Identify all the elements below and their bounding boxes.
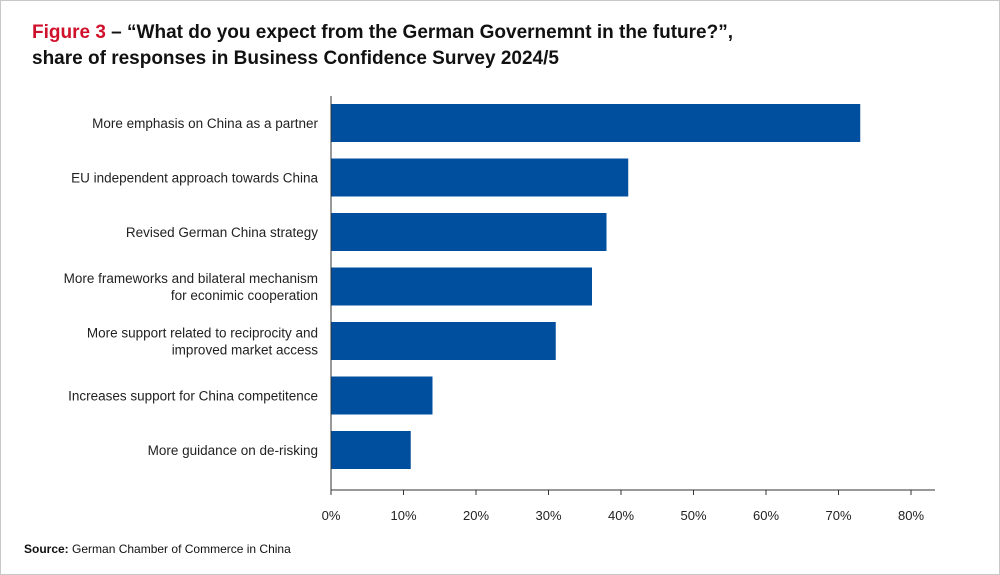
category-label: More support related to reciprocity and (87, 326, 318, 341)
category-label: More guidance on de-risking (148, 443, 318, 458)
category-label: Revised German China strategy (126, 225, 318, 240)
bar-5 (331, 322, 556, 360)
category-label: improved market access (172, 343, 319, 358)
x-tick-label: 0% (322, 508, 341, 523)
bar-4 (331, 267, 592, 306)
x-tick-label: 40% (608, 508, 634, 523)
source-text: German Chamber of Commerce in China (68, 542, 291, 556)
category-label: Increases support for China competitence (68, 389, 318, 404)
category-label: EU independent approach towards China (71, 171, 318, 186)
bar-3 (331, 213, 607, 251)
source-label: Source: (24, 542, 69, 556)
x-tick-label: 30% (535, 508, 561, 523)
figure-title: Figure 3 – “What do you expect from the … (32, 20, 733, 46)
bar-1 (331, 104, 861, 142)
figure-title-text: – “What do you expect from the German Go… (105, 22, 733, 43)
x-tick-label: 50% (680, 508, 706, 523)
source-note: Source: German Chamber of Commerce in Ch… (24, 542, 291, 556)
x-tick-label: 80% (898, 508, 924, 523)
bar-7 (331, 431, 411, 469)
x-tick-label: 70% (825, 508, 851, 523)
x-tick-label: 10% (390, 508, 416, 523)
category-label: More frameworks and bilateral mechanism (64, 271, 318, 286)
figure-number: Figure 3 (32, 22, 106, 43)
bar-6 (331, 376, 433, 415)
bar-2 (331, 158, 629, 197)
category-label: for econimic cooperation (171, 288, 318, 303)
x-tick-label: 20% (463, 508, 489, 523)
x-tick-label: 60% (753, 508, 779, 523)
figure-subtitle: share of responses in Business Confidenc… (32, 48, 559, 69)
category-label: More emphasis on China as a partner (92, 116, 318, 131)
